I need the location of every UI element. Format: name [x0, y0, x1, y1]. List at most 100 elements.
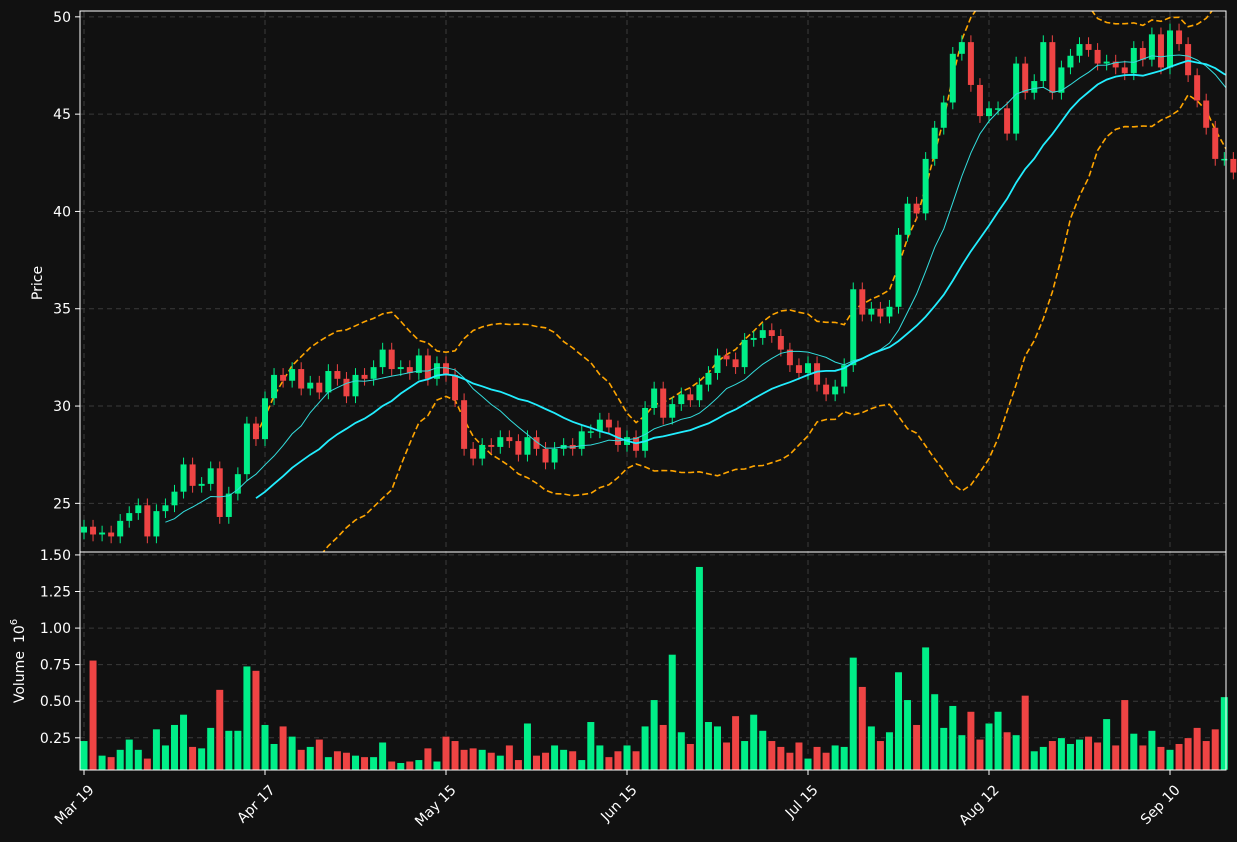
volume-bar — [1084, 736, 1093, 771]
volume-tick-label: 1.00 — [40, 621, 71, 637]
volume-bar — [912, 724, 921, 771]
upper-band-line — [255, 11, 1213, 436]
candle-body — [660, 388, 667, 418]
volume-bar — [794, 741, 804, 771]
volume-bar — [1012, 734, 1021, 771]
volume-bar — [849, 657, 858, 771]
volume-bar — [170, 724, 179, 771]
candle-body — [334, 371, 341, 379]
volume-bar — [568, 750, 577, 771]
candle-body — [415, 355, 422, 373]
volume-bar — [1066, 743, 1075, 771]
candle-body — [470, 448, 477, 459]
volume-bar — [478, 749, 487, 771]
candle-body — [596, 419, 603, 432]
candle-body — [832, 386, 839, 395]
candle-body — [216, 468, 223, 517]
volume-bar — [1138, 744, 1147, 771]
candle-body — [949, 53, 956, 103]
volume-scale-base: 10 — [12, 625, 28, 643]
candle-body — [397, 367, 404, 370]
ma-long-line — [255, 59, 1226, 499]
volume-tick-label: 1.25 — [40, 585, 71, 601]
volume-bar — [876, 740, 885, 771]
volume-bar — [1075, 738, 1084, 771]
candle-body — [1031, 81, 1038, 93]
volume-bar — [188, 746, 197, 771]
volume-bar — [559, 749, 568, 771]
candle-body — [931, 127, 938, 159]
volume-bar — [242, 665, 252, 771]
volume-bar — [867, 725, 876, 771]
volume-bar — [306, 746, 315, 771]
candle-body — [986, 108, 992, 117]
candle-body — [1194, 75, 1201, 101]
price-tick-label: 50 — [53, 10, 71, 26]
volume-bar — [342, 752, 351, 771]
volume-bar — [387, 760, 396, 771]
candle-body — [605, 419, 612, 428]
candle-body — [696, 384, 703, 401]
candle-body — [452, 374, 459, 401]
candle-body — [1212, 127, 1219, 159]
volume-bar — [749, 714, 758, 771]
volume-bar — [903, 699, 912, 771]
candle-body — [225, 493, 232, 517]
candle-body — [515, 441, 522, 455]
volume-bar — [469, 747, 478, 771]
volume-bar — [251, 670, 261, 771]
candle-body — [379, 349, 386, 368]
volume-bar — [116, 749, 125, 771]
candle-body — [307, 382, 314, 389]
volume-bar — [269, 743, 279, 771]
candle-body — [732, 359, 739, 368]
lower-band-line — [322, 93, 1226, 552]
volume-bar — [396, 762, 405, 771]
volume-tick-label: 0.75 — [40, 658, 71, 674]
volume-bar — [840, 746, 849, 771]
candle-body — [90, 526, 97, 535]
volume-bar — [179, 714, 188, 771]
volume-axis-label: Volume 106 — [9, 619, 28, 703]
axes-layer — [79, 10, 1227, 771]
volume-bar — [496, 755, 505, 771]
volume-bar — [659, 724, 668, 771]
candle-body — [153, 511, 160, 537]
candle-body — [877, 308, 884, 317]
candle-body — [687, 394, 694, 401]
candle-body — [1157, 34, 1164, 68]
candle-body — [1167, 30, 1173, 68]
volume-bar — [586, 721, 595, 771]
candle-body — [117, 520, 124, 537]
candle-body — [1230, 158, 1237, 173]
volume-bar — [378, 741, 387, 771]
volume-bar — [297, 749, 306, 771]
candle-body — [488, 444, 495, 447]
volume-bar — [939, 727, 948, 771]
volume-bar — [1048, 740, 1057, 771]
price-tick-label: 40 — [53, 204, 71, 220]
candle-body — [741, 339, 748, 368]
volume-bar — [423, 747, 433, 771]
candle-body — [795, 365, 802, 373]
volume-bar — [523, 722, 532, 771]
volume-bar — [487, 752, 496, 771]
volume-bar — [622, 744, 632, 771]
volume-bar — [79, 740, 89, 771]
candle-body — [651, 388, 658, 408]
candle-body — [1203, 100, 1210, 128]
volume-bar — [831, 744, 840, 771]
volume-bar — [152, 728, 161, 771]
candle-body — [361, 374, 368, 379]
candle-body — [967, 42, 974, 85]
volume-bar — [948, 705, 957, 771]
volume-bar — [125, 738, 134, 771]
volume-bar — [215, 689, 224, 771]
candle-body — [343, 378, 350, 397]
candle-body — [1185, 44, 1192, 76]
volume-bar — [224, 730, 233, 771]
volume-bar — [459, 749, 469, 771]
candle-body — [868, 308, 875, 315]
volume-bar — [450, 740, 460, 771]
volume-bar — [668, 654, 677, 771]
